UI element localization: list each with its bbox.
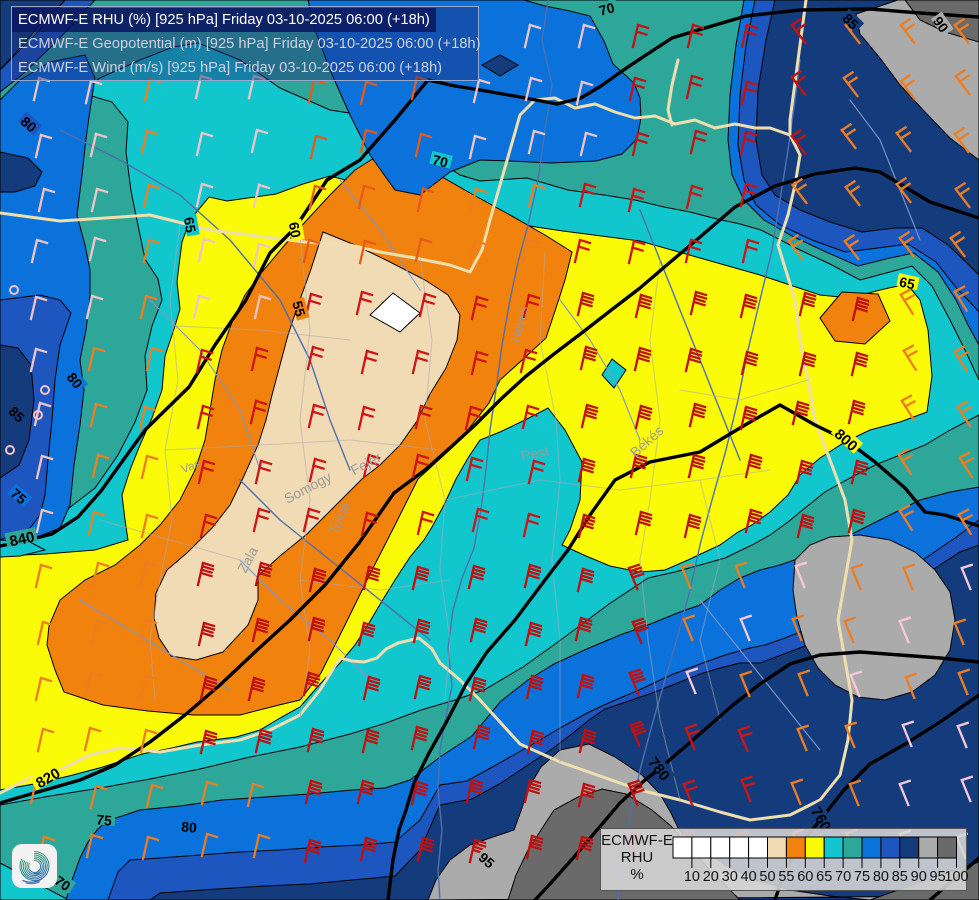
svg-text:70: 70 [431,151,450,170]
svg-text:80: 80 [181,818,198,835]
svg-text:75: 75 [96,811,113,828]
svg-text:65: 65 [898,274,917,293]
svg-text:65: 65 [181,216,199,234]
svg-text:Pest: Pest [520,442,551,463]
svg-text:70: 70 [597,0,616,19]
svg-text:20: 20 [703,869,719,885]
svg-text:55: 55 [778,869,794,885]
svg-text:95: 95 [930,869,946,885]
svg-text:90: 90 [911,869,927,885]
svg-text:80: 80 [873,869,889,885]
svg-text:100: 100 [944,869,968,885]
svg-text:60: 60 [286,221,304,239]
svg-text:840: 840 [8,529,36,551]
svg-text:30: 30 [722,869,738,885]
svg-text:75: 75 [854,869,870,885]
svg-text:60: 60 [797,869,813,885]
svg-text:55: 55 [289,299,309,318]
svg-text:10: 10 [684,869,700,885]
svg-text:70: 70 [835,869,851,885]
svg-text:85: 85 [892,869,908,885]
svg-text:50: 50 [759,869,775,885]
svg-text:Vas: Vas [179,456,202,476]
svg-text:65: 65 [816,869,832,885]
svg-text:40: 40 [741,869,757,885]
